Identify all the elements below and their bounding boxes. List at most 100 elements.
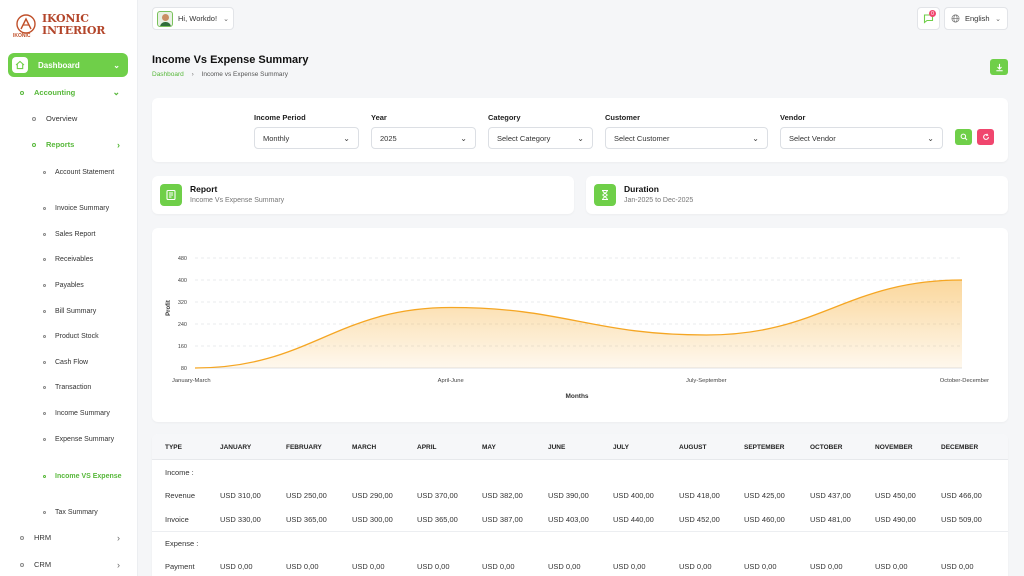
language-select[interactable]: English ⌄ [944,7,1008,30]
chart-svg: 80 160 240 320 400 480 January-March April-June… [166,256,989,400]
bullet-icon [43,258,46,261]
table-cell: USD 0,00 [613,562,646,571]
expense-section-label: Expense : [165,539,199,548]
breadcrumb-home-link[interactable]: Dashboard [152,71,184,78]
sidebar-item-label: Transaction [55,384,92,391]
year-select[interactable]: 2025 ⌄ [371,127,476,149]
vendor-select[interactable]: Select Vendor ⌄ [780,127,943,149]
profit-area [195,280,962,368]
sidebar-item-hrm[interactable]: HRM › [20,532,120,543]
table-cell: USD 452,00 [679,515,720,524]
column-header: MAY [482,444,496,451]
sidebar-item-income-vs-expense[interactable]: Income VS Expense [43,471,123,482]
user-menu-button[interactable]: Hi, Workdo! ⌄ [152,7,234,30]
sidebar-item-reports[interactable]: Reports › [32,140,120,150]
download-button[interactable] [990,59,1008,75]
sidebar-item-account-statement[interactable]: Account Statement [43,167,123,178]
bullet-icon [43,233,46,236]
column-header: FEBRUARY [286,444,322,451]
sidebar-item-cash-flow[interactable]: Cash Flow [43,357,123,368]
refresh-icon [982,133,989,140]
chevron-down-icon: ⌄ [577,133,584,143]
duration-card-title: Duration [624,184,659,194]
breadcrumb-current: Income vs Expense Summary [201,71,288,78]
chevron-down-icon: ⌄ [927,133,934,143]
logo-mark-text: IKONIC [13,33,31,39]
sidebar-item-dashboard[interactable]: Dashboard ⌄ [8,53,128,77]
table-cell: USD 387,00 [482,515,523,524]
table-cell: USD 0,00 [220,562,253,571]
sidebar-item-label: Product Stock [55,333,99,340]
chevron-down-icon: ⌄ [460,133,467,143]
sidebar-item-product-stock[interactable]: Product Stock [43,331,123,342]
column-header: JUNE [548,444,566,451]
summary-table: TYPE JANUARY FEBRUARY MARCH APRIL MAY JUNE JULY… [152,434,1008,576]
sidebar-item-crm[interactable]: CRM › [20,560,120,570]
column-header: APRIL [417,444,437,451]
sidebar-item-label: Income Summary [55,410,110,417]
brand-name: IKONIC INTERIOR [42,13,105,37]
income-period-label: Income Period [254,113,306,122]
sidebar-item-label: Overview [46,114,78,123]
table-header: TYPE JANUARY FEBRUARY MARCH APRIL MAY JUNE JULY… [152,434,1008,460]
table-cell: USD 425,00 [744,491,785,500]
chevron-down-icon: ⌄ [752,133,759,143]
chevron-down-icon: ⌄ [343,133,350,143]
table-cell: USD 440,00 [613,515,654,524]
column-header: AUGUST [679,444,707,451]
sidebar: IKONIC IKONIC INTERIOR Dashboard ⌄ Accou… [0,0,138,576]
column-header: JANUARY [220,444,252,451]
search-button[interactable] [955,129,972,145]
income-expense-chart: 80 160 240 320 400 480 January-March April-June… [152,228,1008,422]
sidebar-item-expense-summary[interactable]: Expense Summary [43,434,123,445]
sidebar-item-accounting[interactable]: Accounting ⌄ [20,87,120,97]
search-icon [960,133,967,141]
chevron-down-icon: ⌄ [223,15,229,23]
download-icon [995,63,1003,71]
y-tick-label: 320 [178,300,187,306]
category-select[interactable]: Select Category ⌄ [488,127,593,149]
sidebar-item-transaction[interactable]: Transaction [43,382,123,393]
sidebar-item-label: Tax Summary [55,509,98,516]
table-cell: USD 390,00 [548,491,589,500]
sidebar-item-label: Cash Flow [55,359,89,366]
year-label: Year [371,113,387,122]
duration-card-subtitle: Jan-2025 to Dec-2025 [624,197,694,204]
sidebar-item-payables[interactable]: Payables [43,280,123,291]
reset-button[interactable] [977,129,994,145]
sidebar-item-receivables[interactable]: Receivables [43,254,123,265]
table-cell: USD 0,00 [875,562,908,571]
customer-select[interactable]: Select Customer ⌄ [605,127,768,149]
chevron-down-icon: ⌄ [995,15,1001,23]
table-cell: USD 290,00 [352,491,393,500]
income-period-value: Monthly [263,133,290,143]
user-greeting: Hi, Workdo! [178,14,218,23]
bullet-icon [43,511,46,514]
bullet-icon [43,438,46,441]
income-period-select[interactable]: Monthly ⌄ [254,127,359,149]
sidebar-item-label: Reports [46,140,75,149]
table-cell: USD 0,00 [482,562,515,571]
sidebar-item-overview[interactable]: Overview [32,114,120,123]
sidebar-item-invoice-summary[interactable]: Invoice Summary [43,203,123,214]
table-cell: USD 0,00 [744,562,777,571]
income-section-label: Income : [165,468,194,477]
brand-logo[interactable]: IKONIC IKONIC INTERIOR [12,11,105,43]
avatar [157,10,173,27]
section-divider [152,531,1008,532]
language-label: English [965,14,990,23]
bullet-icon [20,535,24,540]
sidebar-item-bill-summary[interactable]: Bill Summary [43,306,123,317]
column-header: JULY [613,444,630,451]
x-axis-label: Months [565,393,588,400]
sidebar-item-sales-report[interactable]: Sales Report [43,229,123,240]
table-cell: USD 330,00 [220,515,261,524]
sidebar-item-income-summary[interactable]: Income Summary [43,408,123,419]
sidebar-item-tax-summary[interactable]: Tax Summary [43,507,123,518]
table-cell: USD 509,00 [941,515,982,524]
y-tick-label: 480 [178,256,187,262]
y-axis-label: Profit [166,300,172,316]
chevron-right-icon: › [117,532,120,543]
notification-button[interactable]: 0 [917,7,940,30]
table-cell: USD 0,00 [417,562,450,571]
